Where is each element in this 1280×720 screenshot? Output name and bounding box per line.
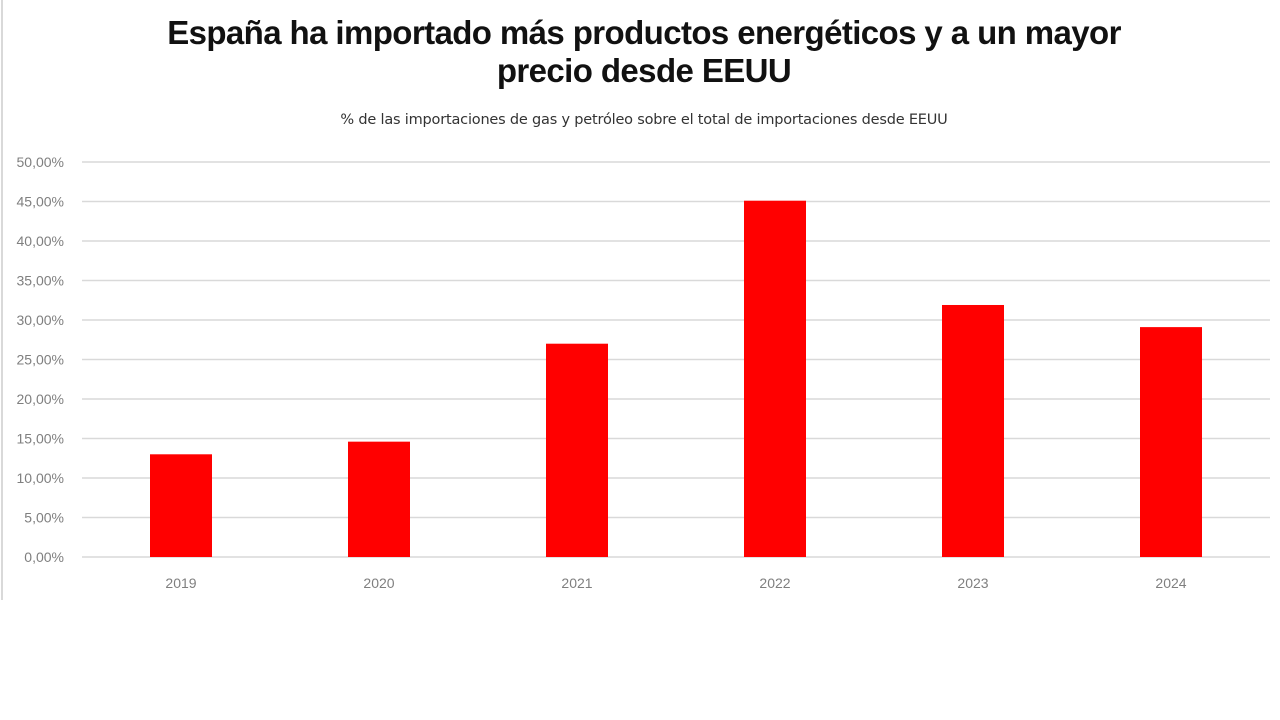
chart-frame-border [1,0,3,600]
x-tick-label: 2024 [1155,575,1186,591]
x-tick-label: 2023 [957,575,988,591]
y-tick-label: 20,00% [17,391,64,407]
y-tick-label: 50,00% [17,154,64,170]
bar-2022 [744,200,806,557]
bar-2020 [348,441,410,557]
chart-title-line-2: precio desde EEUU [496,52,792,89]
x-tick-label: 2022 [759,575,790,591]
bar-2023 [942,304,1004,557]
y-tick-label: 15,00% [17,431,64,447]
y-axis-tick-labels: 0,00% 5,00% 10,00% 15,00% 20,00% 25,00% 30,00%… [17,154,64,565]
y-tick-label: 35,00% [17,273,64,289]
y-tick-label: 5,00% [24,510,64,526]
x-tick-label: 2021 [561,575,592,591]
y-tick-label: 10,00% [17,470,64,486]
bar-2019 [150,454,212,557]
bar-2024 [1140,327,1202,557]
gridlines [82,161,1270,558]
x-tick-label: 2019 [165,575,196,591]
bars [150,200,1202,557]
chart-title-line-1: España ha importado más productos energé… [167,14,1121,51]
bar-2021 [546,343,608,557]
x-tick-label: 2020 [363,575,394,591]
y-tick-label: 0,00% [24,549,64,565]
chart-subtitle: % de las importaciones de gas y petróleo… [340,112,948,128]
x-axis-tick-labels: 2019 2020 2021 2022 2023 2024 [165,575,1186,591]
y-tick-label: 45,00% [17,194,64,210]
y-tick-label: 25,00% [17,352,64,368]
y-tick-label: 30,00% [17,312,64,328]
chart-title: España ha importado más productos energé… [0,14,1280,90]
y-tick-label: 40,00% [17,233,64,249]
